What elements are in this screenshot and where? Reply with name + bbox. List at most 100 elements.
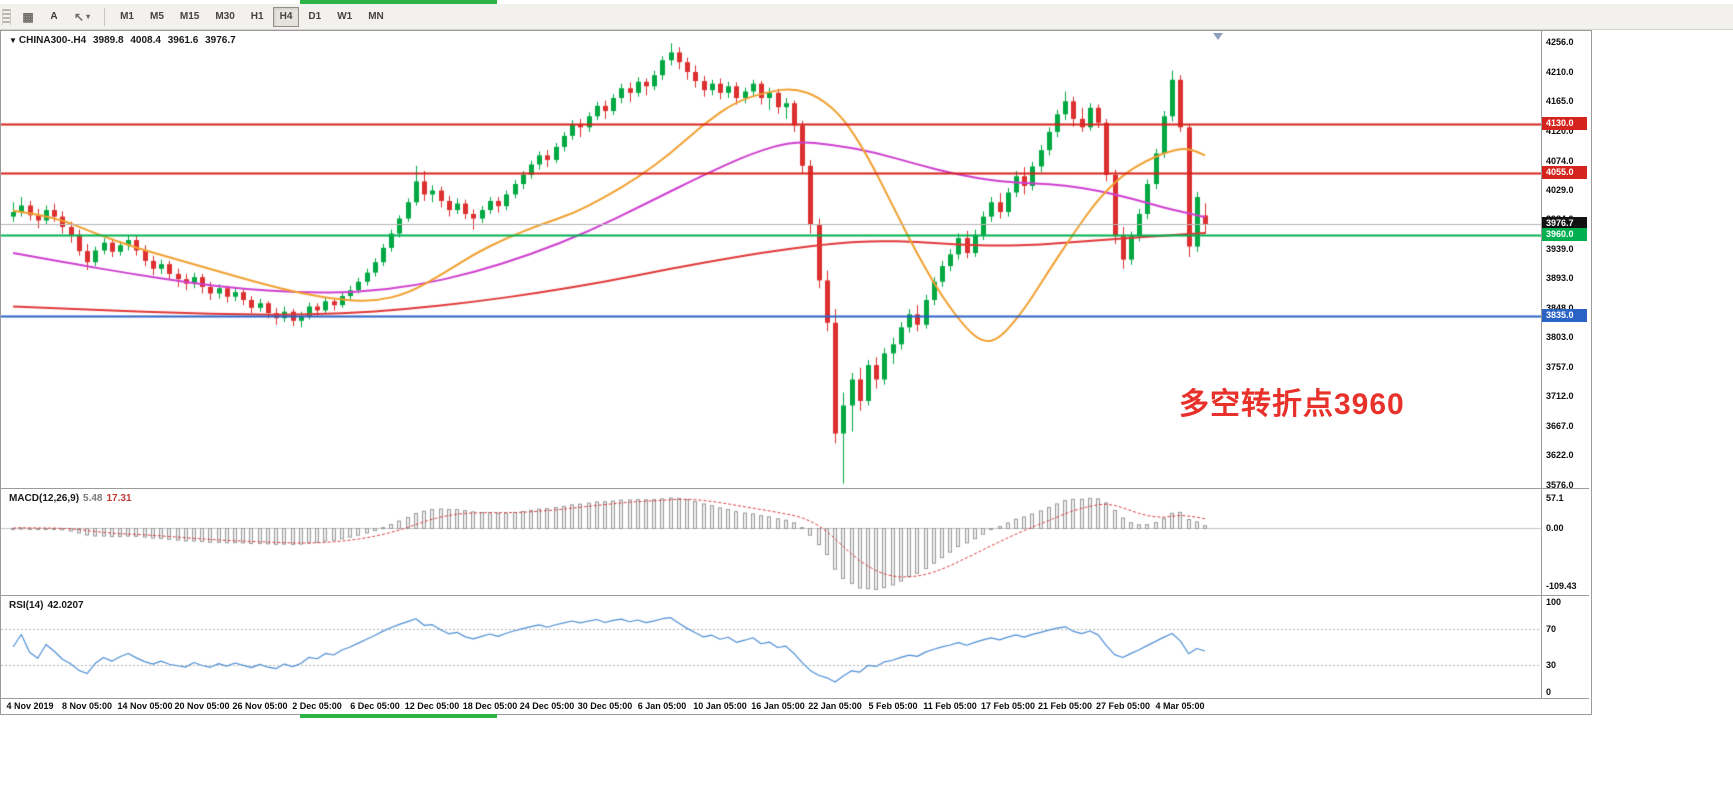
time-label: 24 Dec 05:00 <box>519 701 575 711</box>
axis-tick: 3712.0 <box>1546 391 1574 401</box>
time-label: 4 Mar 05:00 <box>1155 701 1205 711</box>
timeframe-m5[interactable]: M5 <box>143 7 171 27</box>
time-label: 2 Dec 05:00 <box>292 701 342 711</box>
time-label: 4 Nov 2019 <box>6 701 54 711</box>
axis-tick: 0.00 <box>1546 523 1564 533</box>
time-label: 8 Nov 05:00 <box>61 701 113 711</box>
time-label: 18 Dec 05:00 <box>462 701 518 711</box>
text-label-button[interactable]: A <box>42 7 66 27</box>
toolbar-drag-handle[interactable] <box>2 8 11 25</box>
chart-shift-marker[interactable] <box>1213 33 1223 40</box>
rsi-pane-separator[interactable] <box>1 595 1589 596</box>
ohlc-low: 3961.6 <box>167 35 199 46</box>
timeframe-h1[interactable]: H1 <box>244 7 271 27</box>
ohlc-close: 3976.7 <box>205 35 236 46</box>
axis-tick: -109.43 <box>1546 581 1577 591</box>
axis-tick: 3622.0 <box>1546 450 1574 460</box>
time-label: 20 Nov 05:00 <box>174 701 230 711</box>
time-label: 26 Nov 05:00 <box>232 701 288 711</box>
time-label: 16 Jan 05:00 <box>751 701 805 711</box>
main-chart-pane: ▼ CHINA300-.H4 3989.8 4008.4 3961.6 3976.… <box>1 31 1589 488</box>
rsi-axis[interactable]: 100 70 30 0 <box>1542 596 1589 698</box>
price-tag: 3976.7 <box>1542 217 1587 230</box>
timeframe-d1[interactable]: D1 <box>301 7 328 27</box>
axis-border-line <box>1541 31 1542 699</box>
time-label: 12 Dec 05:00 <box>404 701 460 711</box>
macd-header: MACD(12,26,9) 5.48 17.31 <box>9 493 136 504</box>
timeframe-m30[interactable]: M30 <box>208 7 241 27</box>
window-fragment-bottom <box>300 714 497 718</box>
rsi-canvas[interactable] <box>1 596 1541 698</box>
axis-tick: 0 <box>1546 687 1552 697</box>
axis-tick: 3893.0 <box>1546 273 1574 283</box>
time-label: 21 Feb 05:00 <box>1037 701 1093 711</box>
axis-tick: 4256.0 <box>1546 37 1574 47</box>
symbol-triangle-icon: ▼ <box>9 36 17 45</box>
axis-tick: 3667.0 <box>1546 421 1574 431</box>
axis-tick: 100 <box>1546 597 1562 607</box>
macd-main-value: 5.48 <box>83 493 103 504</box>
price-tag: 3960.0 <box>1542 228 1587 241</box>
axis-tick: 30 <box>1546 660 1557 670</box>
chart-annotation-text[interactable]: 多空转折点3960 <box>1179 388 1405 421</box>
cursor-tools-button[interactable]: ↖ ▾ <box>68 7 96 27</box>
ohlc-high: 4008.4 <box>130 35 161 46</box>
axis-tick: 3757.0 <box>1546 362 1574 372</box>
axis-tick: 3576.0 <box>1546 480 1574 488</box>
time-axis[interactable]: 4 Nov 2019 8 Nov 05:00 14 Nov 05:00 20 Nov … <box>1 699 1589 714</box>
rsi-pane: RSI(14) 42.0207 100 70 30 0 <box>1 596 1589 698</box>
macd-signal-value: 17.31 <box>106 493 132 504</box>
tiled-windows-button[interactable]: ▦ <box>16 7 40 27</box>
main-price-axis[interactable]: 4256.04210.04165.04120.04074.04029.03984… <box>1542 31 1589 488</box>
price-tag: 3835.0 <box>1542 309 1587 322</box>
macd-pane-separator[interactable] <box>1 488 1589 489</box>
axis-tick: 57.1 <box>1546 493 1564 503</box>
time-label: 6 Dec 05:00 <box>350 701 400 711</box>
axis-tick: 3803.0 <box>1546 332 1574 342</box>
letter-a-icon: A <box>50 11 58 22</box>
time-label: 5 Feb 05:00 <box>868 701 918 711</box>
price-tag: 4055.0 <box>1542 166 1587 179</box>
time-label: 17 Feb 05:00 <box>980 701 1036 711</box>
symbol-period-label: CHINA300-.H4 <box>18 35 87 46</box>
axis-tick: 4029.0 <box>1546 185 1574 195</box>
symbol-header: ▼ CHINA300-.H4 3989.8 4008.4 3961.6 3976.… <box>9 35 240 46</box>
window-fragment-top <box>300 0 497 4</box>
rsi-title: RSI(14) <box>9 600 44 611</box>
time-label: 27 Feb 05:00 <box>1095 701 1151 711</box>
axis-tick: 4165.0 <box>1546 96 1574 106</box>
time-label: 22 Jan 05:00 <box>808 701 862 711</box>
time-label: 6 Jan 05:00 <box>637 701 687 711</box>
chevron-down-icon: ▾ <box>86 12 91 21</box>
price-tag: 4130.0 <box>1542 117 1587 130</box>
axis-tick: 3848.0 <box>1546 303 1574 313</box>
rsi-value: 42.0207 <box>47 600 84 611</box>
axis-tick: 4210.0 <box>1546 67 1574 77</box>
toolbar: ▦ A ↖ ▾ M1 M5 M15 M30 H1 H4 D1 W1 MN <box>0 4 1733 30</box>
macd-pane: MACD(12,26,9) 5.48 17.31 57.1 0.00 -109.43 <box>1 489 1589 595</box>
macd-canvas[interactable] <box>1 489 1541 595</box>
timeframe-w1[interactable]: W1 <box>330 7 359 27</box>
timeframe-mn[interactable]: MN <box>361 7 391 27</box>
timeframe-group: M1 M5 M15 M30 H1 H4 D1 W1 MN <box>112 6 392 27</box>
time-label: 10 Jan 05:00 <box>693 701 747 711</box>
price-chart-canvas[interactable] <box>1 31 1541 488</box>
time-label: 30 Dec 05:00 <box>577 701 633 711</box>
time-label: 14 Nov 05:00 <box>117 701 173 711</box>
cursor-icon: ↖ <box>74 9 85 24</box>
time-axis-separator <box>1 698 1589 699</box>
time-label: 11 Feb 05:00 <box>923 701 977 711</box>
axis-tick: 4120.0 <box>1546 126 1574 136</box>
macd-axis[interactable]: 57.1 0.00 -109.43 <box>1542 489 1589 595</box>
chart-window: ▼ CHINA300-.H4 3989.8 4008.4 3961.6 3976.… <box>0 30 1592 715</box>
axis-tick: 4074.0 <box>1546 156 1574 166</box>
timeframe-h4[interactable]: H4 <box>272 6 300 27</box>
ohlc-open: 3989.8 <box>92 35 124 46</box>
tiled-windows-icon: ▦ <box>22 9 34 24</box>
rsi-header: RSI(14) 42.0207 <box>9 600 88 611</box>
timeframe-m15[interactable]: M15 <box>173 7 206 27</box>
timeframe-m1[interactable]: M1 <box>113 7 141 27</box>
axis-tick: 70 <box>1546 624 1557 634</box>
axis-tick: 3939.0 <box>1546 244 1574 254</box>
